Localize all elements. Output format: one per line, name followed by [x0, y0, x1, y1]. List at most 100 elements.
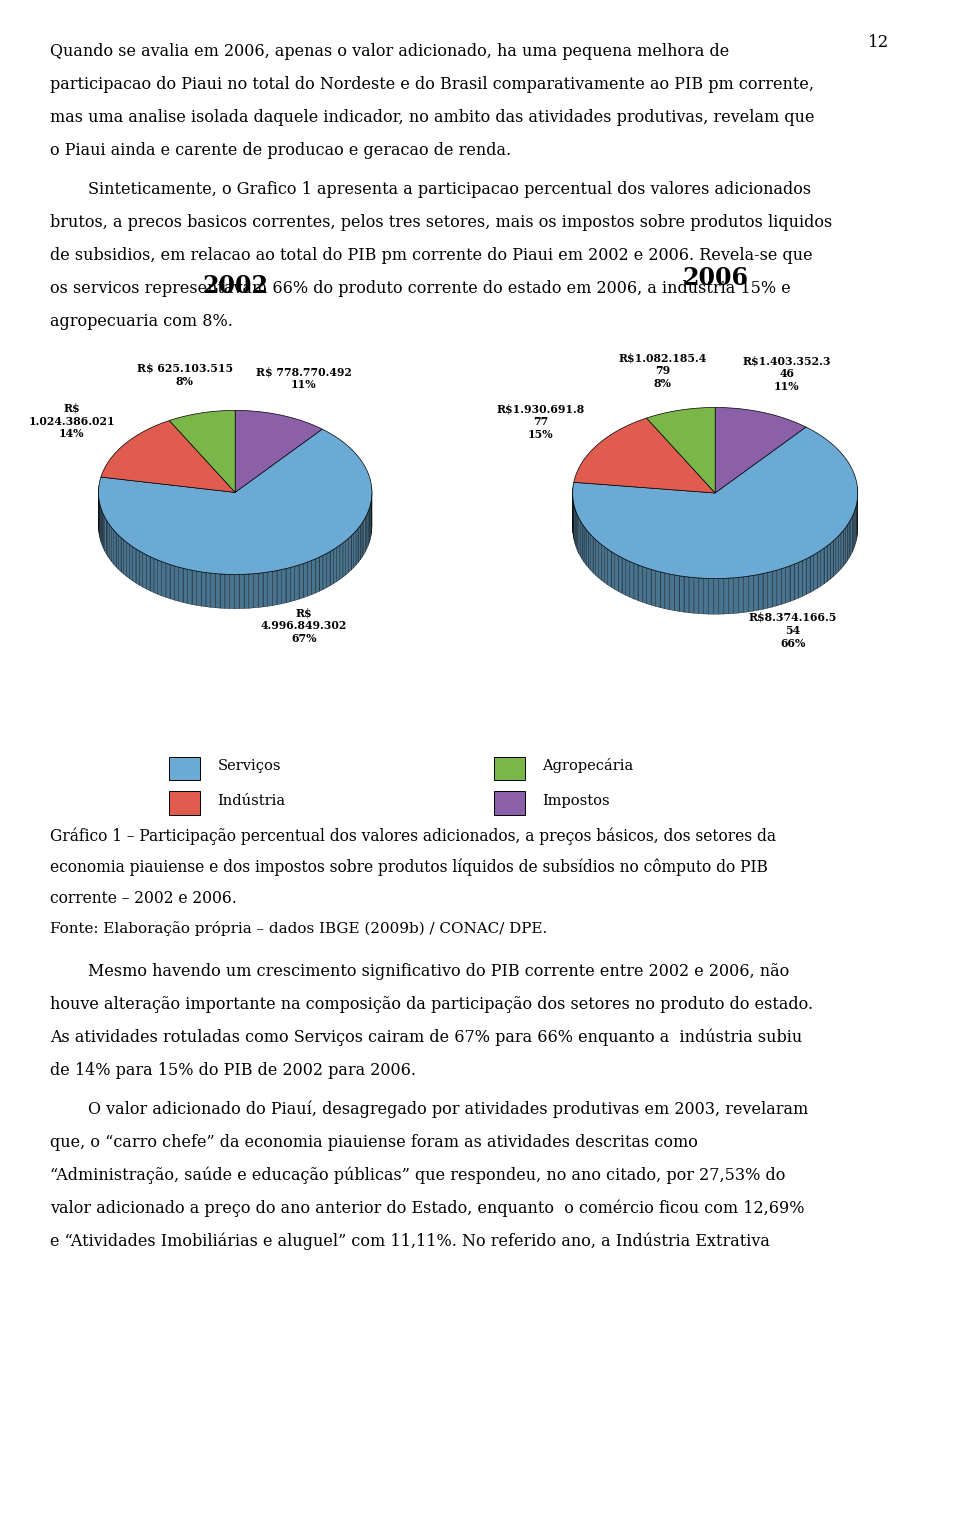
Polygon shape	[674, 574, 679, 611]
Polygon shape	[206, 573, 210, 607]
Polygon shape	[169, 411, 235, 492]
Polygon shape	[803, 559, 806, 596]
Polygon shape	[573, 427, 857, 579]
Polygon shape	[143, 553, 147, 588]
Polygon shape	[346, 538, 348, 574]
Polygon shape	[758, 573, 763, 610]
Polygon shape	[109, 525, 111, 562]
Polygon shape	[848, 522, 849, 561]
Polygon shape	[179, 567, 183, 602]
Polygon shape	[733, 578, 739, 613]
Polygon shape	[281, 568, 286, 604]
Text: valor adicionado a preço do ano anterior do Estado, enquanto  o comércio ficou c: valor adicionado a preço do ano anterior…	[50, 1200, 804, 1216]
Polygon shape	[175, 565, 179, 601]
Polygon shape	[351, 533, 353, 570]
Polygon shape	[744, 576, 749, 613]
Polygon shape	[234, 574, 239, 608]
Text: R$1.403.352.3
46
11%: R$1.403.352.3 46 11%	[742, 355, 831, 392]
Text: de subsidios, em relacao ao total do PIB pm corrente do Piaui em 2002 e 2006. Re: de subsidios, em relacao ao total do PIB…	[50, 247, 812, 264]
Polygon shape	[319, 556, 323, 591]
Title: 2002: 2002	[203, 274, 268, 297]
Polygon shape	[586, 529, 588, 567]
Polygon shape	[817, 550, 821, 588]
Polygon shape	[799, 561, 803, 597]
Polygon shape	[719, 579, 724, 614]
Polygon shape	[574, 418, 715, 493]
Polygon shape	[150, 556, 154, 593]
Polygon shape	[295, 565, 300, 601]
Polygon shape	[102, 512, 104, 548]
Polygon shape	[157, 561, 162, 596]
Polygon shape	[596, 539, 598, 578]
Polygon shape	[729, 578, 733, 614]
Polygon shape	[841, 530, 843, 568]
Text: As atividades rotuladas como Serviços cairam de 67% para 66% enquanto a  indústr: As atividades rotuladas como Serviços ca…	[50, 1030, 803, 1046]
Polygon shape	[333, 547, 337, 584]
Polygon shape	[828, 544, 830, 582]
Polygon shape	[843, 529, 846, 567]
Polygon shape	[124, 539, 127, 576]
Polygon shape	[768, 571, 772, 608]
FancyBboxPatch shape	[169, 792, 200, 815]
Polygon shape	[340, 542, 343, 579]
Polygon shape	[300, 564, 303, 599]
Text: O valor adicionado do Piauí, desagregado por atividades produtivas em 2003, reve: O valor adicionado do Piauí, desagregado…	[88, 1102, 808, 1118]
Polygon shape	[694, 578, 699, 614]
Polygon shape	[326, 552, 330, 588]
Polygon shape	[315, 558, 319, 593]
Text: corrente – 2002 e 2006.: corrente – 2002 e 2006.	[50, 890, 237, 907]
Text: e “Atividades Imobiliárias e aluguel” com 11,11%. No referido ano, a Indústria E: e “Atividades Imobiliárias e aluguel” co…	[50, 1233, 770, 1250]
Text: R$8.374.166.5
54
66%: R$8.374.166.5 54 66%	[749, 611, 837, 648]
Polygon shape	[107, 519, 108, 556]
Polygon shape	[118, 535, 121, 571]
Title: 2006: 2006	[683, 267, 748, 290]
Polygon shape	[197, 571, 202, 607]
Polygon shape	[833, 539, 836, 576]
Polygon shape	[699, 578, 704, 614]
Text: R$ 625.103.515
8%: R$ 625.103.515 8%	[137, 363, 233, 386]
Polygon shape	[229, 574, 234, 608]
Polygon shape	[323, 553, 326, 590]
Polygon shape	[360, 522, 362, 559]
Polygon shape	[614, 553, 618, 591]
Text: agropecuaria com 8%.: agropecuaria com 8%.	[50, 313, 232, 329]
Text: que, o “carro chefe” da economia piauiense foram as atividades descritas como: que, o “carro chefe” da economia piauien…	[50, 1134, 698, 1151]
Polygon shape	[147, 555, 150, 591]
Polygon shape	[249, 573, 253, 608]
Polygon shape	[239, 574, 244, 608]
Polygon shape	[852, 513, 853, 552]
Text: Agropecária: Agropecária	[542, 758, 634, 774]
Polygon shape	[810, 555, 814, 593]
Text: “Administração, saúde e educação públicas” que respondeu, no ano citado, por 27,: “Administração, saúde e educação pública…	[50, 1167, 785, 1184]
Polygon shape	[105, 516, 107, 553]
Polygon shape	[358, 525, 360, 562]
Polygon shape	[582, 524, 584, 562]
Text: Fonte: Elaboração própria – dados IBGE (2009b) / CONAC/ DPE.: Fonte: Elaboração própria – dados IBGE (…	[50, 922, 547, 936]
Polygon shape	[579, 518, 581, 556]
Polygon shape	[277, 570, 281, 605]
Polygon shape	[130, 544, 132, 581]
Polygon shape	[154, 558, 157, 594]
Polygon shape	[704, 578, 708, 614]
Text: R$ 778.770.492
11%: R$ 778.770.492 11%	[255, 366, 351, 391]
Polygon shape	[343, 541, 346, 578]
Polygon shape	[108, 522, 109, 559]
Polygon shape	[575, 509, 576, 548]
Polygon shape	[114, 530, 116, 567]
Polygon shape	[660, 571, 665, 608]
Text: Mesmo havendo um crescimento significativo do PIB corrente entre 2002 e 2006, nã: Mesmo havendo um crescimento significati…	[88, 964, 789, 980]
Text: Impostos: Impostos	[542, 794, 610, 807]
Polygon shape	[116, 533, 118, 570]
Polygon shape	[630, 562, 634, 599]
FancyBboxPatch shape	[169, 757, 200, 780]
Polygon shape	[814, 553, 817, 590]
Polygon shape	[785, 565, 790, 604]
Polygon shape	[362, 521, 364, 558]
Polygon shape	[605, 547, 608, 585]
Polygon shape	[235, 411, 323, 492]
Polygon shape	[708, 579, 714, 614]
Polygon shape	[215, 573, 220, 608]
Polygon shape	[656, 571, 660, 608]
Polygon shape	[183, 568, 187, 604]
Polygon shape	[790, 564, 794, 602]
